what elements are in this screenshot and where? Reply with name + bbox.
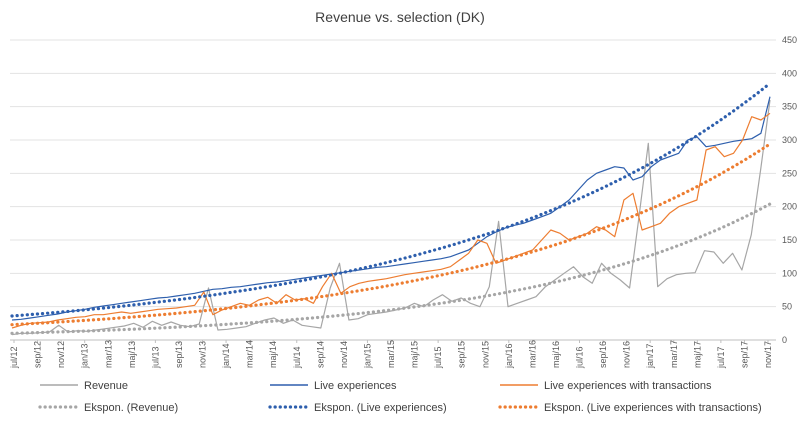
series-group [10, 81, 772, 336]
x-tick-label: mar/14 [245, 340, 255, 368]
y-tick-label: 300 [782, 135, 797, 145]
x-tick-label: jan/13 [80, 343, 90, 369]
x-tick-label: jan/17 [645, 343, 655, 369]
x-tick-label: nov/17 [763, 341, 773, 368]
x-tick-label: jan/14 [221, 343, 231, 369]
series-line-5 [10, 142, 772, 327]
y-tick-label: 0 [782, 335, 787, 345]
y-tick-label: 350 [782, 102, 797, 112]
x-tick-label: jan/16 [504, 343, 514, 369]
y-tick-label: 50 [782, 302, 792, 312]
x-tick-label: jul/13 [150, 346, 160, 369]
x-tick-label: mar/15 [386, 340, 396, 368]
legend-label-1: Live experiences [314, 380, 397, 392]
series-line-4 [10, 81, 772, 318]
legend-label-5: Ekspon. (Live experiences with transacti… [544, 402, 762, 414]
x-tick-label: jan/15 [362, 343, 372, 369]
x-tick-label: nov/13 [198, 341, 208, 368]
x-tick-label: sep/15 [457, 341, 467, 368]
series-line-1 [11, 96, 771, 321]
y-tick-label: 100 [782, 268, 797, 278]
x-tick-label: mar/17 [669, 340, 679, 368]
x-tick-label: sep/16 [598, 341, 608, 368]
x-tick-label: mar/16 [527, 340, 537, 368]
x-tick-label: nov/16 [622, 341, 632, 368]
x-tick-label: maj/15 [410, 341, 420, 368]
x-tick-label: jul/17 [716, 346, 726, 369]
x-tick-label: jul/15 [433, 346, 443, 369]
y-tick-label: 250 [782, 168, 797, 178]
legend-label-4: Ekspon. (Live experiences) [314, 402, 447, 414]
x-tick-label: sep/12 [33, 341, 43, 368]
x-tick-label: maj/14 [268, 341, 278, 368]
legend: Revenue Live experiences Live experiences … [38, 380, 762, 414]
x-tick-label: nov/12 [56, 341, 66, 368]
y-tick-label: 400 [782, 68, 797, 78]
x-axis-ticks: jul/12 sep/12 nov/12 jan/13 mar/13 maj/13 jul/… [9, 340, 773, 369]
x-tick-label: maj/17 [692, 341, 702, 368]
series-line-0 [11, 99, 771, 336]
y-axis-ticks: 0 50 100 150 200 250 300 350 400 450 [782, 35, 797, 345]
x-tick-label: maj/13 [127, 341, 137, 368]
y-tick-label: 450 [782, 35, 797, 45]
y-tick-label: 150 [782, 235, 797, 245]
legend-label-0: Revenue [84, 380, 128, 392]
x-tick-label: sep/17 [739, 341, 749, 368]
x-tick-label: maj/16 [551, 341, 561, 368]
x-tick-label: jul/12 [9, 346, 19, 369]
x-tick-label: sep/14 [315, 341, 325, 368]
legend-label-3: Ekspon. (Revenue) [84, 402, 178, 414]
chart-title: Revenue vs. selection (DK) [315, 9, 485, 25]
x-tick-label: nov/15 [480, 341, 490, 368]
gridlines [10, 39, 776, 341]
series-line-2 [11, 112, 771, 329]
x-tick-label: jul/16 [575, 346, 585, 369]
x-tick-label: jul/14 [292, 346, 302, 369]
x-tick-label: sep/13 [174, 341, 184, 368]
x-tick-label: mar/13 [103, 340, 113, 368]
y-tick-label: 200 [782, 202, 797, 212]
x-tick-label: nov/14 [339, 341, 349, 368]
legend-label-2: Live experiences with transactions [544, 380, 712, 392]
series-line-3 [10, 202, 772, 335]
